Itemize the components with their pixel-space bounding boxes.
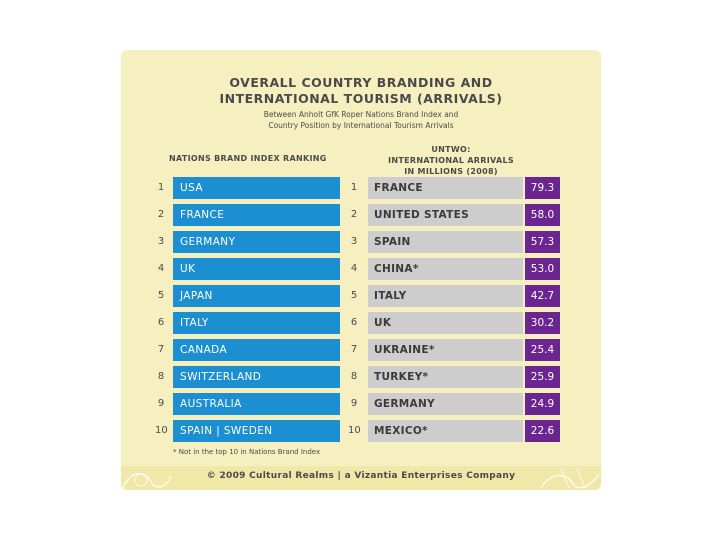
decorative-swirl-icon xyxy=(122,467,600,489)
table-row: 6 ITALY 6 UK 30.2 xyxy=(155,312,601,339)
brand-country: JAPAN xyxy=(173,285,340,307)
arrivals-country: UK xyxy=(368,312,523,334)
brand-country: USA xyxy=(173,177,340,199)
infographic-card: OVERALL COUNTRY BRANDING AND INTERNATION… xyxy=(121,50,601,490)
table-row: 9 AUSTRALIA 9 GERMANY 24.9 xyxy=(155,393,601,420)
subtitle-line-1: Between Anholt GfK Roper Nations Brand I… xyxy=(263,110,459,119)
brand-rank: 9 xyxy=(157,398,165,409)
footer-band: © 2009 Cultural Realms | a Vizantia Ente… xyxy=(121,466,601,490)
arrivals-rank: 2 xyxy=(350,209,358,220)
arrivals-value: 57.3 xyxy=(525,231,560,253)
arrivals-value: 22.6 xyxy=(525,420,560,442)
copyright-text: © 2009 Cultural Realms | a Vizantia Ente… xyxy=(206,471,516,481)
arrivals-country: CHINA* xyxy=(368,258,523,280)
right-header-line-3: IN MILLIONS (2008) xyxy=(404,167,498,176)
arrivals-rank: 8 xyxy=(350,371,358,382)
title-line-2: INTERNATIONAL TOURISM (ARRIVALS) xyxy=(219,91,503,106)
footnote: * Not in the top 10 in Nations Brand Ind… xyxy=(173,448,321,456)
arrivals-value: 58.0 xyxy=(525,204,560,226)
arrivals-rank: 5 xyxy=(350,290,358,301)
brand-rank: 5 xyxy=(157,290,165,301)
table-row: 7 CANADA 7 UKRAINE* 25.4 xyxy=(155,339,601,366)
right-column-header: UNTWO: INTERNATIONAL ARRIVALS IN MILLION… xyxy=(381,144,521,177)
arrivals-rank: 4 xyxy=(350,263,358,274)
arrivals-rank: 10 xyxy=(348,425,361,436)
arrivals-country: FRANCE xyxy=(368,177,523,199)
arrivals-rank: 1 xyxy=(350,182,358,193)
arrivals-country: TURKEY* xyxy=(368,366,523,388)
brand-country: FRANCE xyxy=(173,204,340,226)
brand-country: UK xyxy=(173,258,340,280)
arrivals-rank: 3 xyxy=(350,236,358,247)
subtitle-line-2: Country Position by International Touris… xyxy=(268,121,454,130)
brand-rank: 2 xyxy=(157,209,165,220)
arrivals-value: 24.9 xyxy=(525,393,560,415)
arrivals-rank: 9 xyxy=(350,398,358,409)
table-row: 1 USA 1 FRANCE 79.3 xyxy=(155,177,601,204)
brand-country: SPAIN | SWEDEN xyxy=(173,420,340,442)
brand-country: CANADA xyxy=(173,339,340,361)
brand-rank: 4 xyxy=(157,263,165,274)
table-row: 5 JAPAN 5 ITALY 42.7 xyxy=(155,285,601,312)
arrivals-country: GERMANY xyxy=(368,393,523,415)
arrivals-rank: 7 xyxy=(350,344,358,355)
brand-rank: 8 xyxy=(157,371,165,382)
table-row: 10 SPAIN | SWEDEN 10 MEXICO* 22.6 xyxy=(155,420,601,447)
table-row: 2 FRANCE 2 UNITED STATES 58.0 xyxy=(155,204,601,231)
brand-rank: 10 xyxy=(155,425,168,436)
ranking-table: 1 USA 1 FRANCE 79.3 2 FRANCE 2 UNITED ST… xyxy=(155,177,601,447)
arrivals-country: ITALY xyxy=(368,285,523,307)
arrivals-value: 42.7 xyxy=(525,285,560,307)
arrivals-country: MEXICO* xyxy=(368,420,523,442)
left-column-header: NATIONS BRAND INDEX RANKING xyxy=(169,154,327,163)
title-line-1: OVERALL COUNTRY BRANDING AND xyxy=(229,75,493,90)
brand-rank: 6 xyxy=(157,317,165,328)
brand-rank: 3 xyxy=(157,236,165,247)
arrivals-country: SPAIN xyxy=(368,231,523,253)
brand-country: ITALY xyxy=(173,312,340,334)
table-row: 8 SWITZERLAND 8 TURKEY* 25.9 xyxy=(155,366,601,393)
brand-country: SWITZERLAND xyxy=(173,366,340,388)
arrivals-rank: 6 xyxy=(350,317,358,328)
arrivals-value: 53.0 xyxy=(525,258,560,280)
arrivals-country: UNITED STATES xyxy=(368,204,523,226)
arrivals-value: 25.9 xyxy=(525,366,560,388)
brand-rank: 1 xyxy=(157,182,165,193)
brand-country: GERMANY xyxy=(173,231,340,253)
brand-rank: 7 xyxy=(157,344,165,355)
right-header-line-1: UNTWO: xyxy=(431,145,471,154)
table-row: 3 GERMANY 3 SPAIN 57.3 xyxy=(155,231,601,258)
arrivals-value: 25.4 xyxy=(525,339,560,361)
arrivals-country: UKRAINE* xyxy=(368,339,523,361)
arrivals-value: 79.3 xyxy=(525,177,560,199)
arrivals-value: 30.2 xyxy=(525,312,560,334)
brand-country: AUSTRALIA xyxy=(173,393,340,415)
table-row: 4 UK 4 CHINA* 53.0 xyxy=(155,258,601,285)
right-header-line-2: INTERNATIONAL ARRIVALS xyxy=(388,156,514,165)
